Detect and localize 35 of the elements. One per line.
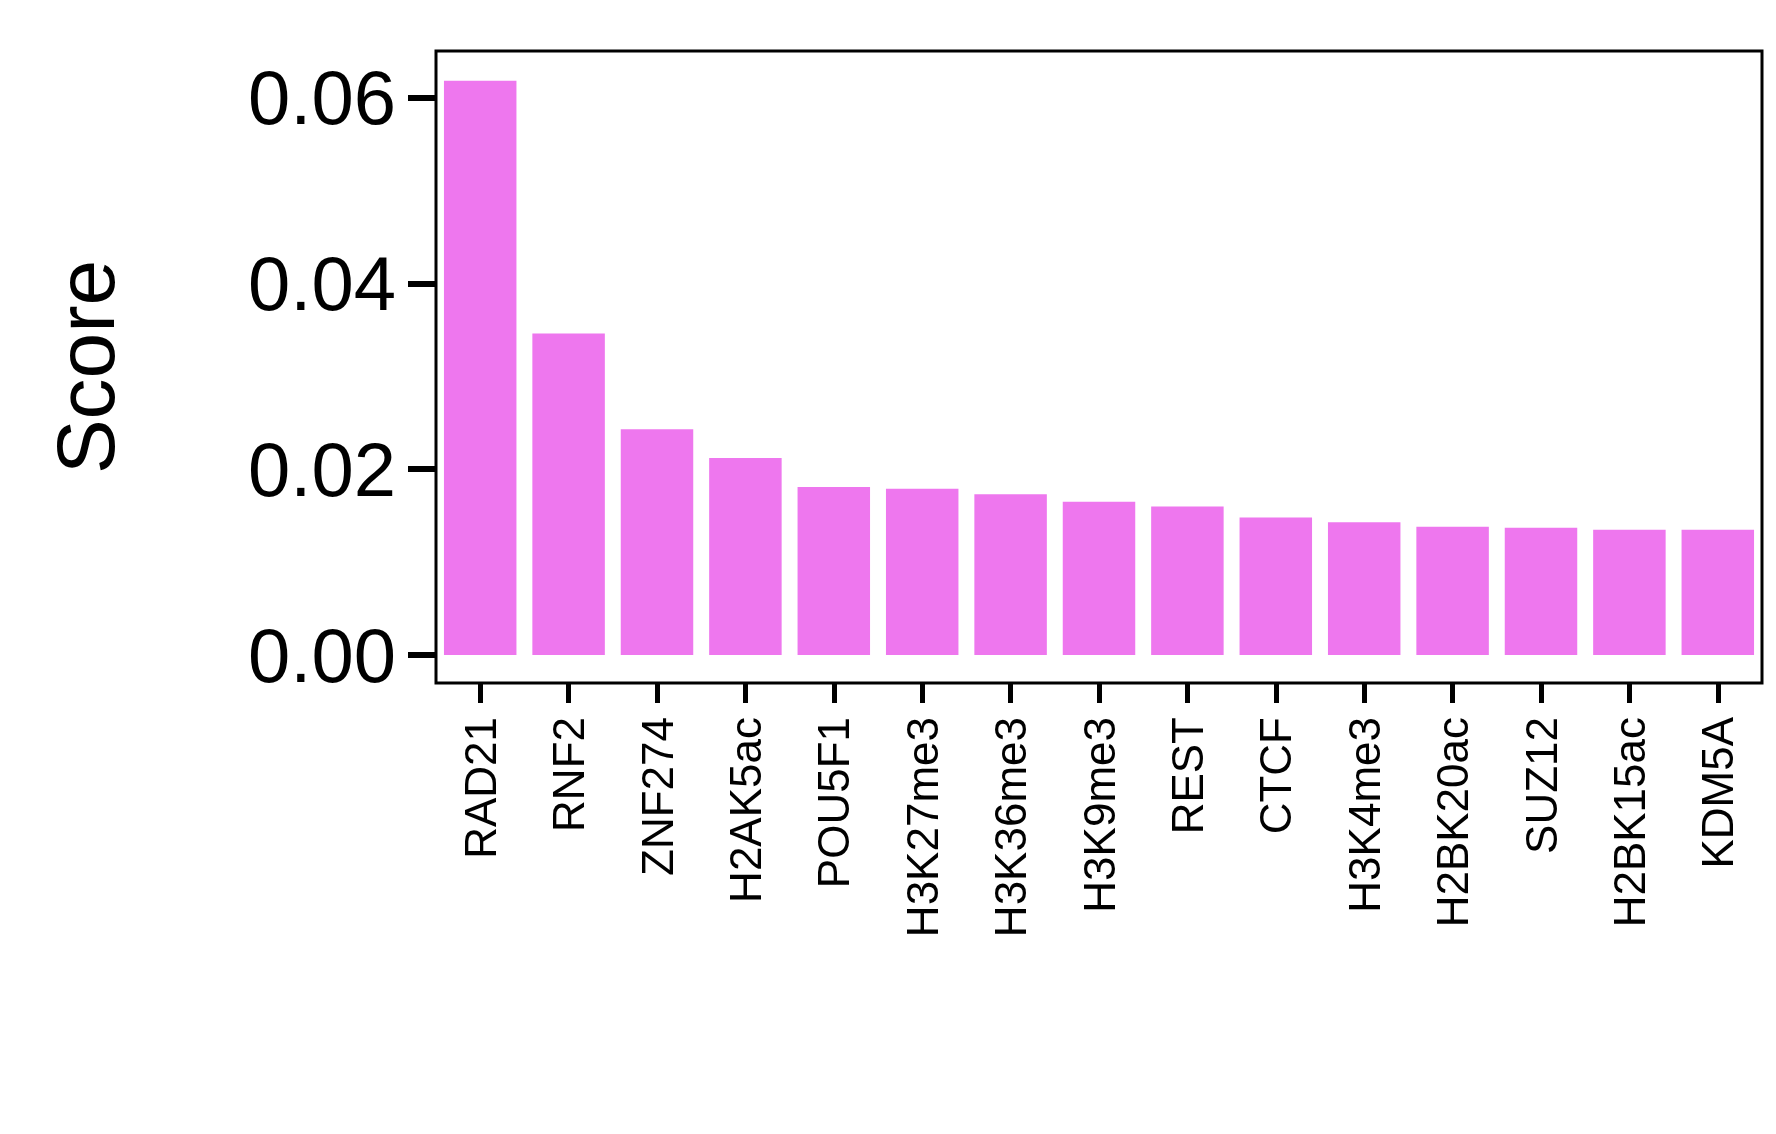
x-tick-label: REST (1162, 717, 1212, 835)
x-tick-label: H2BK15ac (1604, 717, 1654, 928)
x-tick-label: RNF2 (544, 717, 594, 832)
bar (1504, 527, 1578, 656)
y-axis-title: Score (39, 259, 131, 475)
x-tick-label: POU5F1 (809, 717, 859, 889)
y-tick-label: 0.00 (248, 612, 396, 698)
bar (797, 486, 871, 656)
x-tick-label: H2BK20ac (1428, 717, 1478, 928)
x-tick-label: KDM5A (1693, 716, 1743, 869)
bar (1151, 506, 1224, 656)
x-tick-label: ZNF274 (632, 717, 682, 876)
x-tick-label: H3K27me3 (897, 717, 947, 938)
bar (709, 458, 782, 656)
x-tick-label: H3K9me3 (1074, 717, 1124, 913)
bar (1062, 501, 1136, 656)
bar (443, 80, 517, 656)
x-tick-label: H2AK5ac (720, 717, 770, 903)
bar (620, 429, 694, 656)
bar (1681, 529, 1755, 656)
bar (1593, 529, 1666, 656)
x-tick-label: CTCF (1251, 717, 1301, 835)
y-tick-label: 0.06 (248, 54, 396, 140)
bar (885, 488, 959, 656)
bar (974, 494, 1047, 656)
x-tick-label: H3K36me3 (986, 717, 1036, 938)
bar (1239, 517, 1313, 656)
x-tick-label: H3K4me3 (1339, 717, 1389, 913)
y-tick-label: 0.02 (248, 426, 396, 512)
y-tick-label: 0.04 (248, 240, 396, 326)
bar (1327, 522, 1401, 656)
bar (1416, 526, 1489, 656)
x-tick-label: SUZ12 (1516, 717, 1566, 854)
bar (532, 333, 605, 656)
x-tick-label: RAD21 (455, 717, 505, 859)
